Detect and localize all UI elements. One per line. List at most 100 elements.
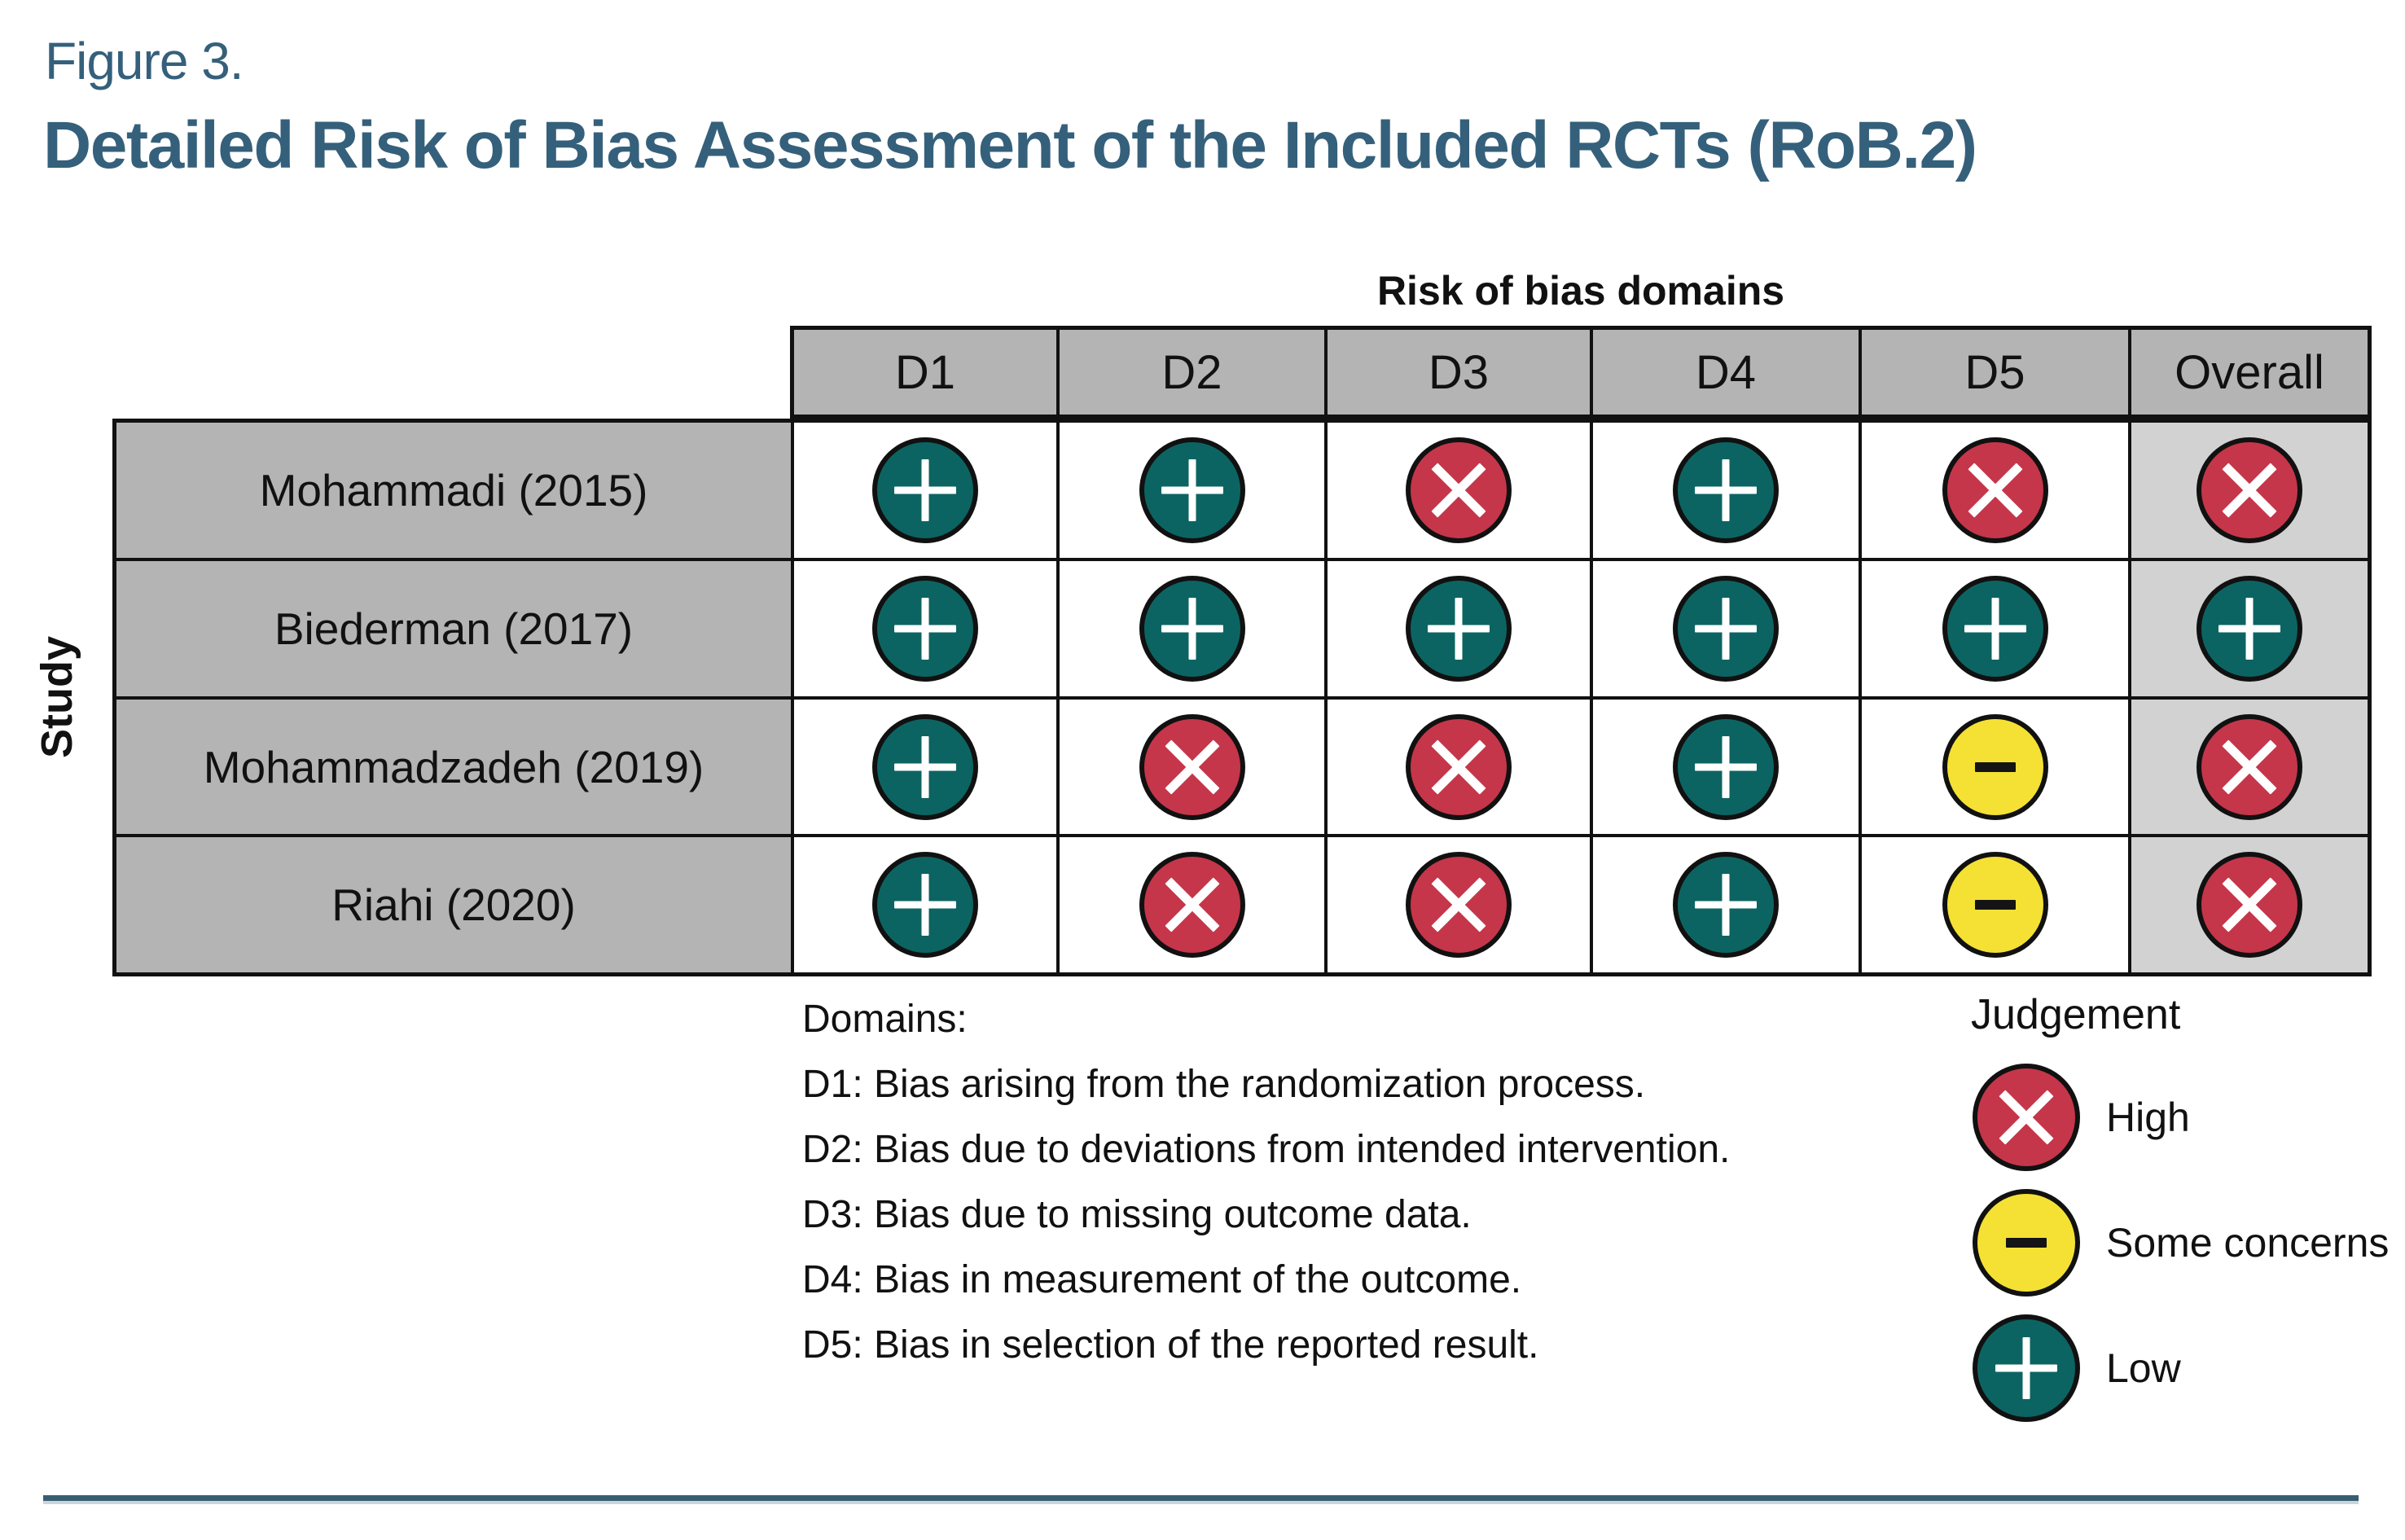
judgement-cell-r3-overall bbox=[2131, 837, 2368, 972]
minus-symbol-bar bbox=[2006, 1238, 2047, 1248]
plus-symbol-bar bbox=[2245, 598, 2254, 660]
judgement-high-circle-icon bbox=[1139, 713, 1245, 820]
judgement-cell-r2-d5 bbox=[1862, 700, 2128, 834]
judgement-low-circle-icon bbox=[1673, 713, 1779, 820]
legend-title: Judgement bbox=[1971, 991, 2181, 1038]
minus-symbol-bar bbox=[1974, 761, 2016, 772]
footnote-d5: D5: Bias in selection of the reported re… bbox=[802, 1323, 1539, 1367]
judgement-low-circle-icon bbox=[1406, 576, 1512, 682]
plus-symbol-bar bbox=[1188, 598, 1196, 660]
judgement-cell-r1-d4 bbox=[1593, 561, 1859, 696]
judgement-cell-r3-d1 bbox=[794, 837, 1056, 972]
footnotes-heading: Domains: bbox=[802, 998, 968, 1041]
judgement-some_concerns-circle-icon bbox=[1973, 1189, 2080, 1296]
judgement-low-circle-icon bbox=[872, 713, 978, 820]
legend-item-low: Low bbox=[1973, 1314, 2181, 1422]
figure-title: Detailed Risk of Bias Assessment of the … bbox=[43, 108, 1977, 182]
judgement-some_concerns-circle-icon bbox=[1942, 852, 2048, 958]
judgement-cell-r3-d5 bbox=[1862, 837, 2128, 972]
column-axis-title: Risk of bias domains bbox=[1376, 268, 1785, 314]
table-header-row: D1 D2 D3 D4 D5 Overall bbox=[790, 326, 2372, 419]
minus-symbol-bar bbox=[1974, 900, 2016, 910]
plus-symbol-bar bbox=[1722, 598, 1730, 660]
judgement-cell-r2-overall bbox=[2131, 700, 2368, 834]
plus-symbol-bar bbox=[1455, 598, 1463, 660]
judgement-high-circle-icon bbox=[1406, 437, 1512, 543]
judgement-cell-r0-d2 bbox=[1060, 423, 1324, 558]
plus-symbol-bar bbox=[1722, 459, 1730, 521]
plus-symbol-bar bbox=[1722, 874, 1730, 936]
table-body: Mohammadi (2015) Biederman (2017) Mohamm… bbox=[112, 419, 2372, 976]
judgement-cell-r2-d2 bbox=[1060, 700, 1324, 834]
figure-number-label: Figure 3. bbox=[45, 32, 244, 90]
bottom-divider-rule bbox=[43, 1495, 2359, 1504]
judgement-low-circle-icon bbox=[1973, 1314, 2080, 1422]
column-header-d3: D3 bbox=[1328, 330, 1590, 415]
legend-low-label: Low bbox=[2106, 1345, 2181, 1391]
footnote-d2: D2: Bias due to deviations from intended… bbox=[802, 1128, 1731, 1171]
judgement-cell-r2-d3 bbox=[1328, 700, 1590, 834]
judgement-cell-r1-d1 bbox=[794, 561, 1056, 696]
judgement-cell-r0-d4 bbox=[1593, 423, 1859, 558]
row-axis-title-text: Study bbox=[33, 636, 81, 759]
judgement-cell-r0-d5 bbox=[1862, 423, 2128, 558]
footnote-d1: D1: Bias arising from the randomization … bbox=[802, 1063, 1646, 1106]
footnote-d3: D3: Bias due to missing outcome data. bbox=[802, 1193, 1472, 1236]
legend-some-concerns-circle-slot bbox=[1973, 1189, 2080, 1296]
plus-symbol-bar bbox=[2022, 1337, 2030, 1399]
judgement-cell-r2-d1 bbox=[794, 700, 1056, 834]
judgement-high-circle-icon bbox=[1139, 852, 1245, 958]
judgement-cell-r3-d3 bbox=[1328, 837, 1590, 972]
column-header-overall: Overall bbox=[2131, 330, 2368, 415]
judgement-low-circle-icon bbox=[2197, 576, 2302, 682]
column-header-d5: D5 bbox=[1862, 330, 2128, 415]
column-header-d1: D1 bbox=[794, 330, 1056, 415]
judgement-some_concerns-circle-icon bbox=[1942, 713, 2048, 820]
plus-symbol-bar bbox=[1188, 459, 1196, 521]
plus-symbol-bar bbox=[921, 598, 929, 660]
judgement-low-circle-icon bbox=[1673, 576, 1779, 682]
judgement-high-circle-icon bbox=[2197, 713, 2302, 820]
column-header-d2: D2 bbox=[1060, 330, 1324, 415]
plus-symbol-bar bbox=[921, 874, 929, 936]
plus-symbol-bar bbox=[921, 459, 929, 521]
judgement-low-circle-icon bbox=[1673, 852, 1779, 958]
legend-high-circle-slot bbox=[1973, 1064, 2080, 1171]
legend-item-some-concerns: Some concerns bbox=[1973, 1189, 2389, 1296]
study-label-cell: Biederman (2017) bbox=[116, 561, 791, 696]
judgement-low-circle-icon bbox=[1942, 576, 2048, 682]
judgement-low-circle-icon bbox=[1139, 437, 1245, 543]
plus-symbol-bar bbox=[1722, 735, 1730, 798]
judgement-cell-r3-d4 bbox=[1593, 837, 1859, 972]
judgement-high-circle-icon bbox=[2197, 852, 2302, 958]
legend-item-high: High bbox=[1973, 1064, 2190, 1171]
judgement-cell-r2-d4 bbox=[1593, 700, 1859, 834]
judgement-cell-r1-d3 bbox=[1328, 561, 1590, 696]
judgement-cell-r3-d2 bbox=[1060, 837, 1324, 972]
judgement-high-circle-icon bbox=[2197, 437, 2302, 543]
legend-some-concerns-label: Some concerns bbox=[2106, 1220, 2390, 1266]
judgement-cell-r1-d2 bbox=[1060, 561, 1324, 696]
plus-symbol-bar bbox=[1991, 598, 1999, 660]
judgement-low-circle-icon bbox=[872, 576, 978, 682]
judgement-cell-r0-d3 bbox=[1328, 423, 1590, 558]
judgement-high-circle-icon bbox=[1406, 713, 1512, 820]
column-header-d4: D4 bbox=[1593, 330, 1859, 415]
study-label-cell: Mohammadi (2015) bbox=[116, 423, 791, 558]
judgement-cell-r1-d5 bbox=[1862, 561, 2128, 696]
judgement-low-circle-icon bbox=[872, 437, 978, 543]
footnote-d4: D4: Bias in measurement of the outcome. bbox=[802, 1258, 1522, 1301]
judgement-cell-r1-overall bbox=[2131, 561, 2368, 696]
judgement-high-circle-icon bbox=[1973, 1064, 2080, 1171]
study-label-cell: Riahi (2020) bbox=[116, 837, 791, 972]
study-label-cell: Mohammadzadeh (2019) bbox=[116, 700, 791, 834]
judgement-high-circle-icon bbox=[1942, 437, 2048, 543]
plus-symbol-bar bbox=[921, 735, 929, 798]
judgement-cell-r0-overall bbox=[2131, 423, 2368, 558]
judgement-low-circle-icon bbox=[1673, 437, 1779, 543]
judgement-high-circle-icon bbox=[1406, 852, 1512, 958]
judgement-cell-r0-d1 bbox=[794, 423, 1056, 558]
row-axis-title: Study bbox=[12, 419, 102, 976]
domain-footnotes: Domains: D1: Bias arising from the rando… bbox=[802, 987, 1730, 1378]
judgement-low-circle-icon bbox=[872, 852, 978, 958]
